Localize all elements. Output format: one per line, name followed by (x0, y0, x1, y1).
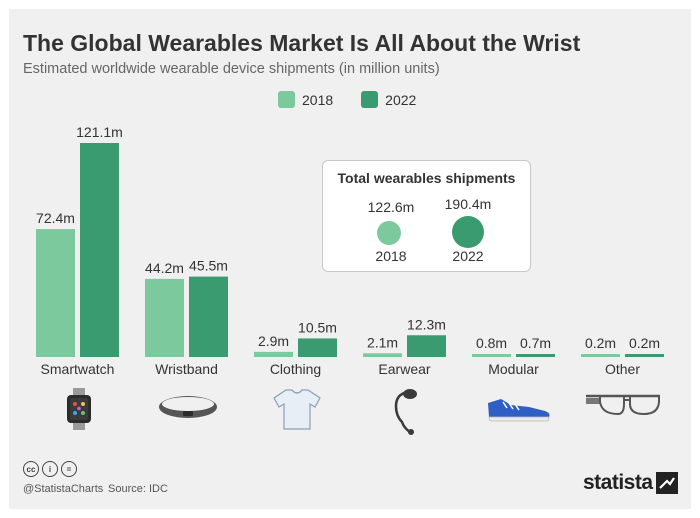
cc-icon: cc (23, 461, 39, 477)
smartwatch-icon (67, 388, 91, 430)
statista-logo[interactable]: statista (583, 471, 653, 494)
sneaker-icon (488, 399, 550, 422)
license-icons: cc i = (23, 461, 80, 477)
statista-logo-mark (656, 472, 678, 494)
bar-earwear-2018 (363, 353, 402, 357)
bar-smartwatch-2022 (80, 143, 119, 357)
totals-box: Total wearables shipments 122.6m 2018 19… (322, 160, 531, 272)
bar-wristband-2018 (145, 278, 184, 357)
chart-subtitle: Estimated worldwide wearable device ship… (23, 61, 440, 77)
legend-label: 2022 (385, 91, 417, 108)
category-label-smartwatch: Smartwatch (41, 361, 115, 377)
total-2022-value: 190.4m (444, 196, 492, 212)
legend-swatch (278, 91, 295, 108)
legend-label: 2018 (302, 91, 334, 108)
category-label-clothing: Clothing (270, 361, 321, 377)
bar-modular-2018 (472, 354, 511, 357)
bar-smartwatch-2018 (36, 229, 75, 357)
bar-label-clothing-2022: 10.5m (298, 319, 337, 335)
category-label-wristband: Wristband (155, 361, 218, 377)
bar-modular-2022 (516, 354, 555, 357)
no-derivatives-icon: = (61, 461, 77, 477)
attribution-icon: i (42, 461, 58, 477)
bar-label-modular-2022: 0.7m (520, 335, 551, 351)
category-label-other: Other (605, 361, 640, 377)
smart-glasses-icon (586, 394, 660, 416)
total-2022-dot (452, 216, 484, 248)
bar-label-clothing-2018: 2.9m (258, 333, 289, 349)
bar-label-earwear-2018: 2.1m (367, 334, 398, 350)
category-label-modular: Modular (488, 361, 539, 377)
bar-label-other-2018: 0.2m (585, 335, 616, 351)
bar-earwear-2022 (407, 335, 446, 357)
bar-label-smartwatch-2018: 72.4m (36, 210, 75, 226)
bar-other-2018 (581, 354, 620, 357)
legend-swatch (361, 91, 379, 108)
legend-item-2018: 2018 (278, 91, 333, 108)
bar-label-smartwatch-2022: 121.1m (76, 124, 123, 140)
bar-other-2022 (625, 354, 664, 357)
total-2018-value: 122.6m (367, 199, 415, 215)
legend-item-2022: 2022 (361, 91, 416, 108)
bar-label-earwear-2022: 12.3m (407, 316, 446, 332)
legend: 2018 2022 (278, 91, 444, 108)
total-2018-dot (377, 221, 401, 245)
bar-label-other-2022: 0.2m (629, 335, 660, 351)
chart-title: The Global Wearables Market Is All About… (23, 30, 581, 56)
total-2022-year: 2022 (452, 248, 484, 264)
bar-clothing-2018 (254, 351, 293, 357)
bar-label-modular-2018: 0.8m (476, 335, 507, 351)
bar-wristband-2022 (189, 276, 228, 357)
totals-title: Total wearables shipments (337, 170, 516, 186)
bar-label-wristband-2018: 44.2m (145, 260, 184, 276)
bar-label-wristband-2022: 45.5m (189, 258, 228, 274)
wristband-icon (159, 396, 217, 418)
statista-handle[interactable]: @StatistaCharts (23, 483, 104, 495)
total-2018-year: 2018 (375, 248, 407, 264)
category-label-earwear: Earwear (378, 361, 430, 377)
earpiece-icon (394, 389, 417, 435)
bar-clothing-2022 (298, 338, 337, 357)
tshirt-icon (273, 389, 321, 430)
source-note: Source: IDC (108, 483, 168, 495)
